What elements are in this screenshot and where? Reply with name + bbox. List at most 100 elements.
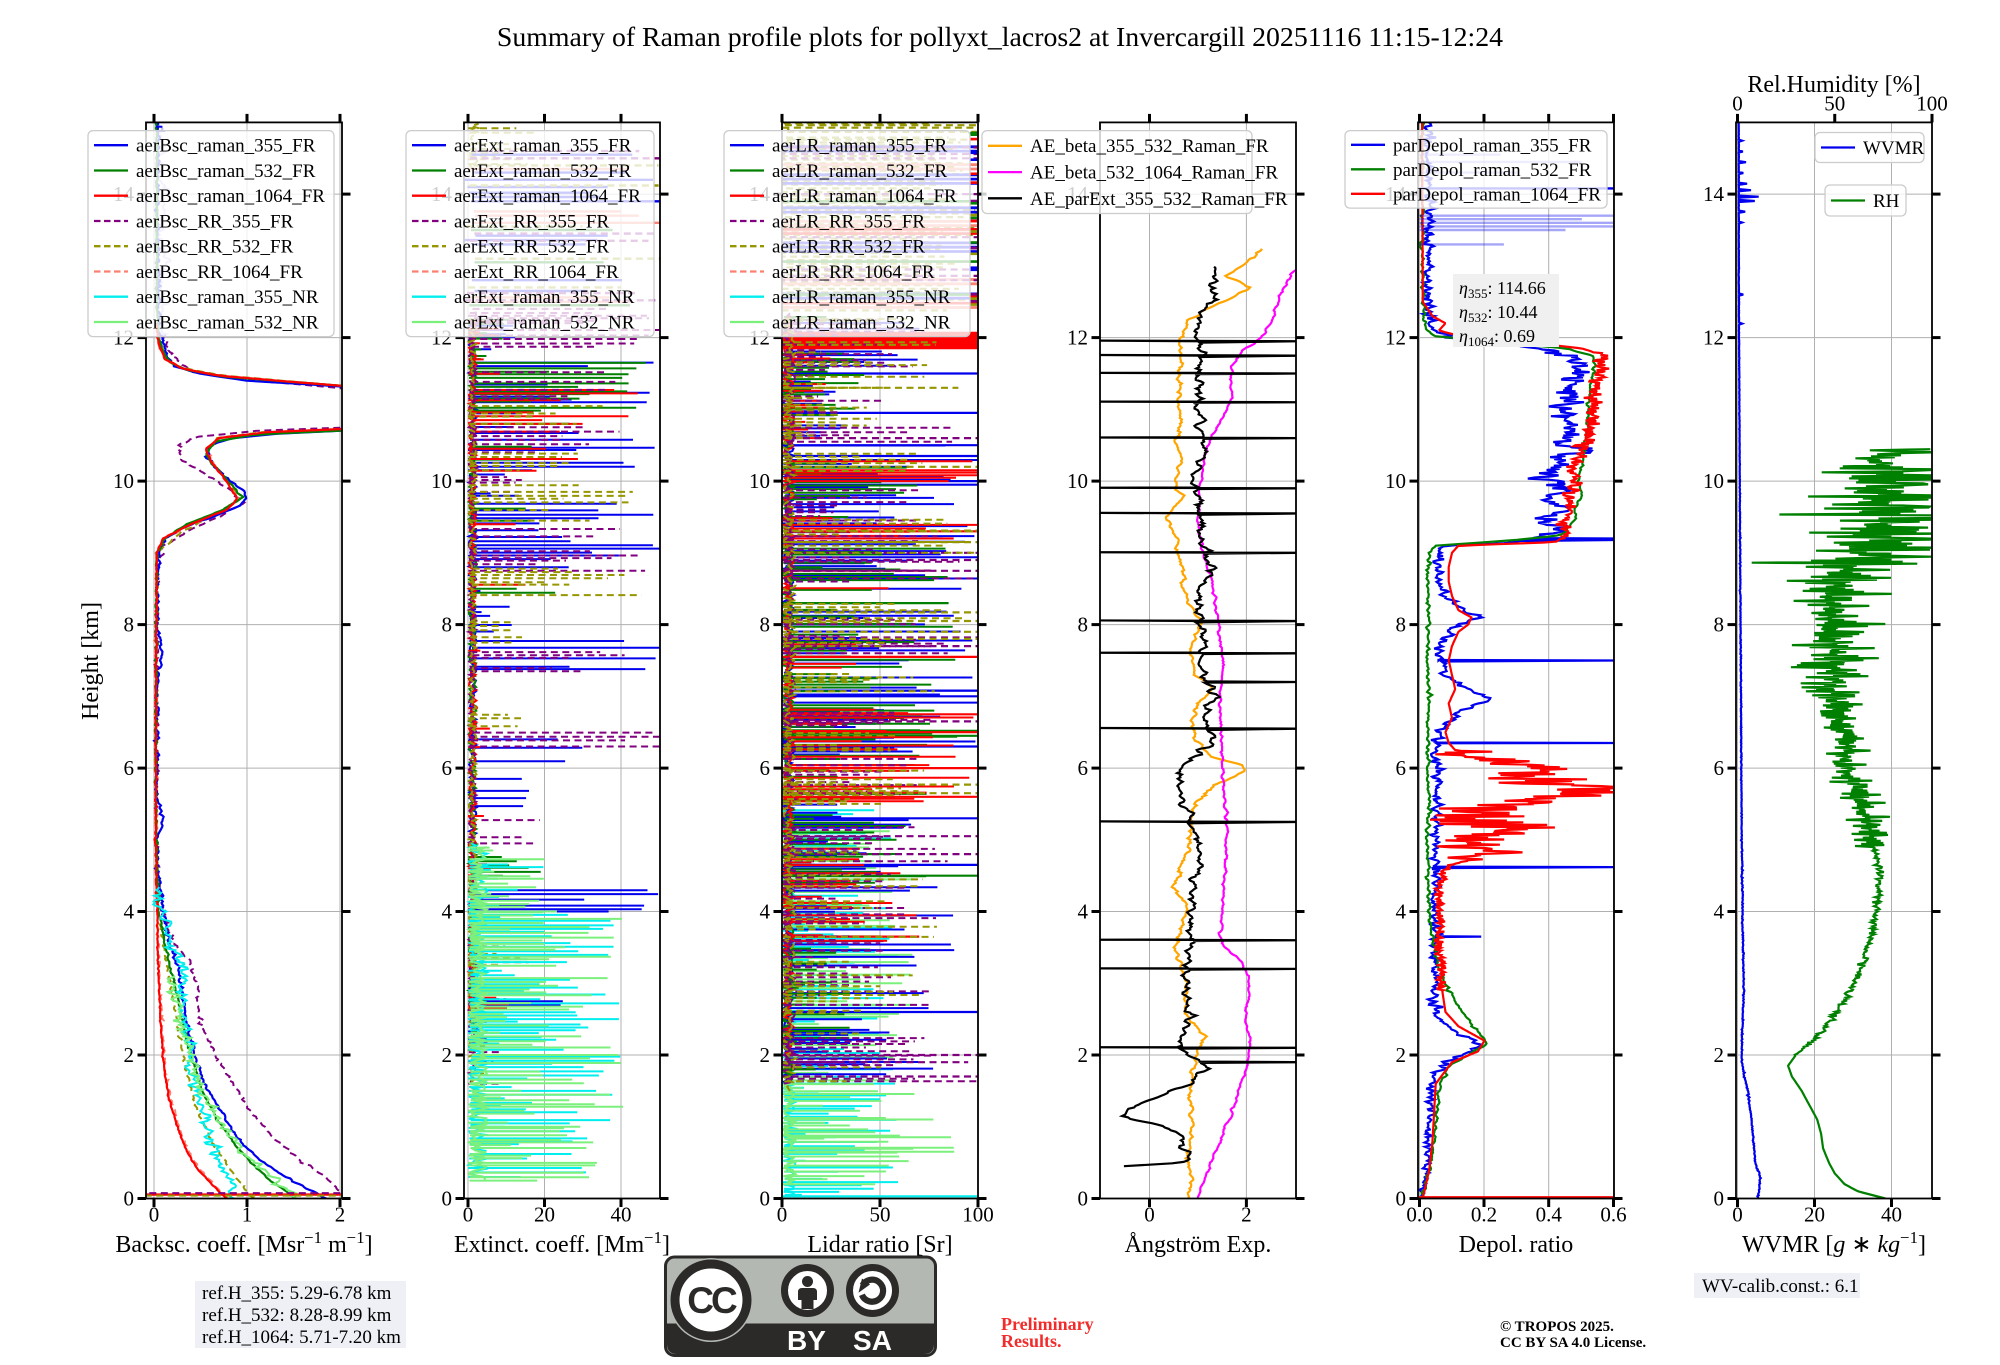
svg-text:0: 0 — [760, 1187, 771, 1211]
svg-text:η1064: 0.69: η1064: 0.69 — [1459, 326, 1535, 349]
svg-text:14: 14 — [1703, 182, 1725, 206]
svg-text:8: 8 — [1714, 613, 1725, 637]
svg-text:aerExt_raman_355_NR: aerExt_raman_355_NR — [454, 287, 635, 308]
svg-text:Preliminary: Preliminary — [1001, 1314, 1094, 1334]
svg-text:0.6: 0.6 — [1600, 1203, 1626, 1227]
svg-text:0: 0 — [1396, 1187, 1407, 1211]
svg-text:aerExt_RR_355_FR: aerExt_RR_355_FR — [454, 212, 609, 233]
svg-text:10: 10 — [113, 469, 134, 493]
svg-text:0.0: 0.0 — [1406, 1203, 1432, 1227]
svg-text:aerExt_raman_532_FR: aerExt_raman_532_FR — [454, 161, 632, 182]
svg-text:12: 12 — [1385, 326, 1406, 350]
svg-text:8: 8 — [442, 613, 453, 637]
svg-text:0: 0 — [124, 1187, 135, 1211]
svg-text:WV-calib.const.: 6.1: WV-calib.const.: 6.1 — [1702, 1276, 1859, 1297]
svg-text:50: 50 — [1824, 91, 1845, 115]
svg-text:0: 0 — [1714, 1187, 1725, 1211]
svg-text:10: 10 — [1703, 469, 1724, 493]
svg-text:© TROPOS 2025.: © TROPOS 2025. — [1500, 1319, 1614, 1335]
svg-text:Lidar ratio [Sr]: Lidar ratio [Sr] — [807, 1232, 952, 1258]
svg-text:aerLR_raman_355_NR: aerLR_raman_355_NR — [772, 287, 951, 308]
svg-text:aerBsc_raman_532_FR: aerBsc_raman_532_FR — [136, 161, 316, 182]
svg-text:WVMR [g ∗ kg−1]: WVMR [g ∗ kg−1] — [1742, 1228, 1926, 1259]
svg-text:4: 4 — [1078, 900, 1089, 924]
svg-text:aerLR_raman_532_NR: aerLR_raman_532_NR — [772, 313, 951, 334]
svg-text:aerBsc_RR_532_FR: aerBsc_RR_532_FR — [136, 237, 294, 258]
svg-text:aerBsc_raman_1064_FR: aerBsc_raman_1064_FR — [136, 186, 325, 207]
svg-text:aerExt_RR_1064_FR: aerExt_RR_1064_FR — [454, 262, 619, 283]
svg-text:aerExt_raman_355_FR: aerExt_raman_355_FR — [454, 136, 632, 157]
svg-text:1: 1 — [242, 1203, 253, 1227]
svg-text:aerLR_RR_1064_FR: aerLR_RR_1064_FR — [772, 262, 935, 283]
svg-text:2: 2 — [442, 1043, 453, 1067]
svg-text:aerLR_raman_1064_FR: aerLR_raman_1064_FR — [772, 186, 957, 207]
svg-text:10: 10 — [1385, 469, 1406, 493]
svg-text:aerLR_RR_532_FR: aerLR_RR_532_FR — [772, 237, 925, 258]
svg-text:CC BY SA 4.0 License.: CC BY SA 4.0 License. — [1500, 1335, 1646, 1351]
svg-text:6: 6 — [1078, 756, 1089, 780]
svg-text:aerBsc_raman_532_NR: aerBsc_raman_532_NR — [136, 313, 319, 334]
svg-text:Backsc. coeff. [Msr−1 m−1]: Backsc. coeff. [Msr−1 m−1] — [115, 1228, 372, 1259]
svg-text:η355: 114.66: η355: 114.66 — [1459, 278, 1546, 301]
svg-text:4: 4 — [1714, 900, 1725, 924]
svg-text:2: 2 — [1241, 1203, 1252, 1227]
svg-text:2: 2 — [1714, 1043, 1725, 1067]
svg-text:Extinct. coeff. [Mm−1]: Extinct. coeff. [Mm−1] — [454, 1228, 670, 1259]
svg-text:aerExt_raman_532_NR: aerExt_raman_532_NR — [454, 313, 635, 334]
svg-text:aerBsc_RR_355_FR: aerBsc_RR_355_FR — [136, 212, 294, 233]
svg-text:10: 10 — [1067, 469, 1088, 493]
svg-text:8: 8 — [760, 613, 771, 637]
svg-text:RH: RH — [1873, 191, 1900, 212]
svg-text:0.4: 0.4 — [1536, 1203, 1563, 1227]
svg-text:aerExt_RR_532_FR: aerExt_RR_532_FR — [454, 237, 609, 258]
svg-text:0: 0 — [777, 1203, 788, 1227]
svg-text:aerBsc_RR_1064_FR: aerBsc_RR_1064_FR — [136, 262, 303, 283]
svg-text:2: 2 — [335, 1203, 346, 1227]
svg-text:6: 6 — [442, 756, 453, 780]
svg-text:aerLR_raman_355_FR: aerLR_raman_355_FR — [772, 136, 948, 157]
svg-text:4: 4 — [442, 900, 453, 924]
svg-text:20: 20 — [534, 1203, 555, 1227]
svg-text:12: 12 — [1703, 326, 1724, 350]
svg-text:50: 50 — [870, 1203, 891, 1227]
svg-text:0: 0 — [149, 1203, 160, 1227]
svg-text:0: 0 — [1144, 1203, 1155, 1227]
svg-text:aerExt_raman_1064_FR: aerExt_raman_1064_FR — [454, 186, 641, 207]
svg-text:40: 40 — [1881, 1203, 1902, 1227]
svg-text:0: 0 — [442, 1187, 453, 1211]
svg-text:2: 2 — [124, 1043, 135, 1067]
svg-text:8: 8 — [124, 613, 135, 637]
svg-text:0: 0 — [1732, 91, 1743, 115]
svg-text:parDepol_raman_532_FR: parDepol_raman_532_FR — [1393, 160, 1592, 181]
svg-text:10: 10 — [749, 469, 770, 493]
svg-text:0: 0 — [1732, 1203, 1743, 1227]
svg-text:100: 100 — [1916, 91, 1948, 115]
svg-text:0.2: 0.2 — [1471, 1203, 1497, 1227]
svg-text:η532: 10.44: η532: 10.44 — [1459, 302, 1537, 325]
svg-text:aerBsc_raman_355_FR: aerBsc_raman_355_FR — [136, 136, 316, 157]
svg-text:6: 6 — [760, 756, 771, 780]
svg-text:8: 8 — [1078, 613, 1089, 637]
svg-text:parDepol_raman_355_FR: parDepol_raman_355_FR — [1393, 135, 1592, 156]
svg-text:10: 10 — [431, 469, 452, 493]
svg-text:Summary of Raman profile plots: Summary of Raman profile plots for polly… — [497, 22, 1503, 53]
svg-text:aerBsc_raman_355_NR: aerBsc_raman_355_NR — [136, 287, 319, 308]
svg-text:parDepol_raman_1064_FR: parDepol_raman_1064_FR — [1393, 184, 1601, 205]
svg-text:Rel.Humidity [%]: Rel.Humidity [%] — [1747, 72, 1920, 98]
svg-text:12: 12 — [1067, 326, 1088, 350]
svg-text:WVMR: WVMR — [1863, 138, 1925, 159]
svg-text:Ångström Exp.: Ångström Exp. — [1125, 1232, 1272, 1258]
svg-text:AE_beta_355_532_Raman_FR: AE_beta_355_532_Raman_FR — [1030, 136, 1269, 157]
svg-text:ref.H_1064: 5.71-7.20 km: ref.H_1064: 5.71-7.20 km — [202, 1327, 401, 1348]
svg-text:4: 4 — [760, 900, 771, 924]
svg-text:BY: BY — [787, 1325, 826, 1356]
svg-text:6: 6 — [1714, 756, 1725, 780]
svg-text:4: 4 — [124, 900, 135, 924]
svg-text:SA: SA — [853, 1325, 892, 1356]
svg-text:ref.H_355: 5.29-6.78 km: ref.H_355: 5.29-6.78 km — [202, 1283, 392, 1304]
svg-text:6: 6 — [1396, 756, 1407, 780]
svg-text:Results.: Results. — [1001, 1331, 1062, 1351]
svg-text:4: 4 — [1396, 900, 1407, 924]
svg-text:0: 0 — [1078, 1187, 1089, 1211]
svg-text:aerLR_RR_355_FR: aerLR_RR_355_FR — [772, 212, 925, 233]
